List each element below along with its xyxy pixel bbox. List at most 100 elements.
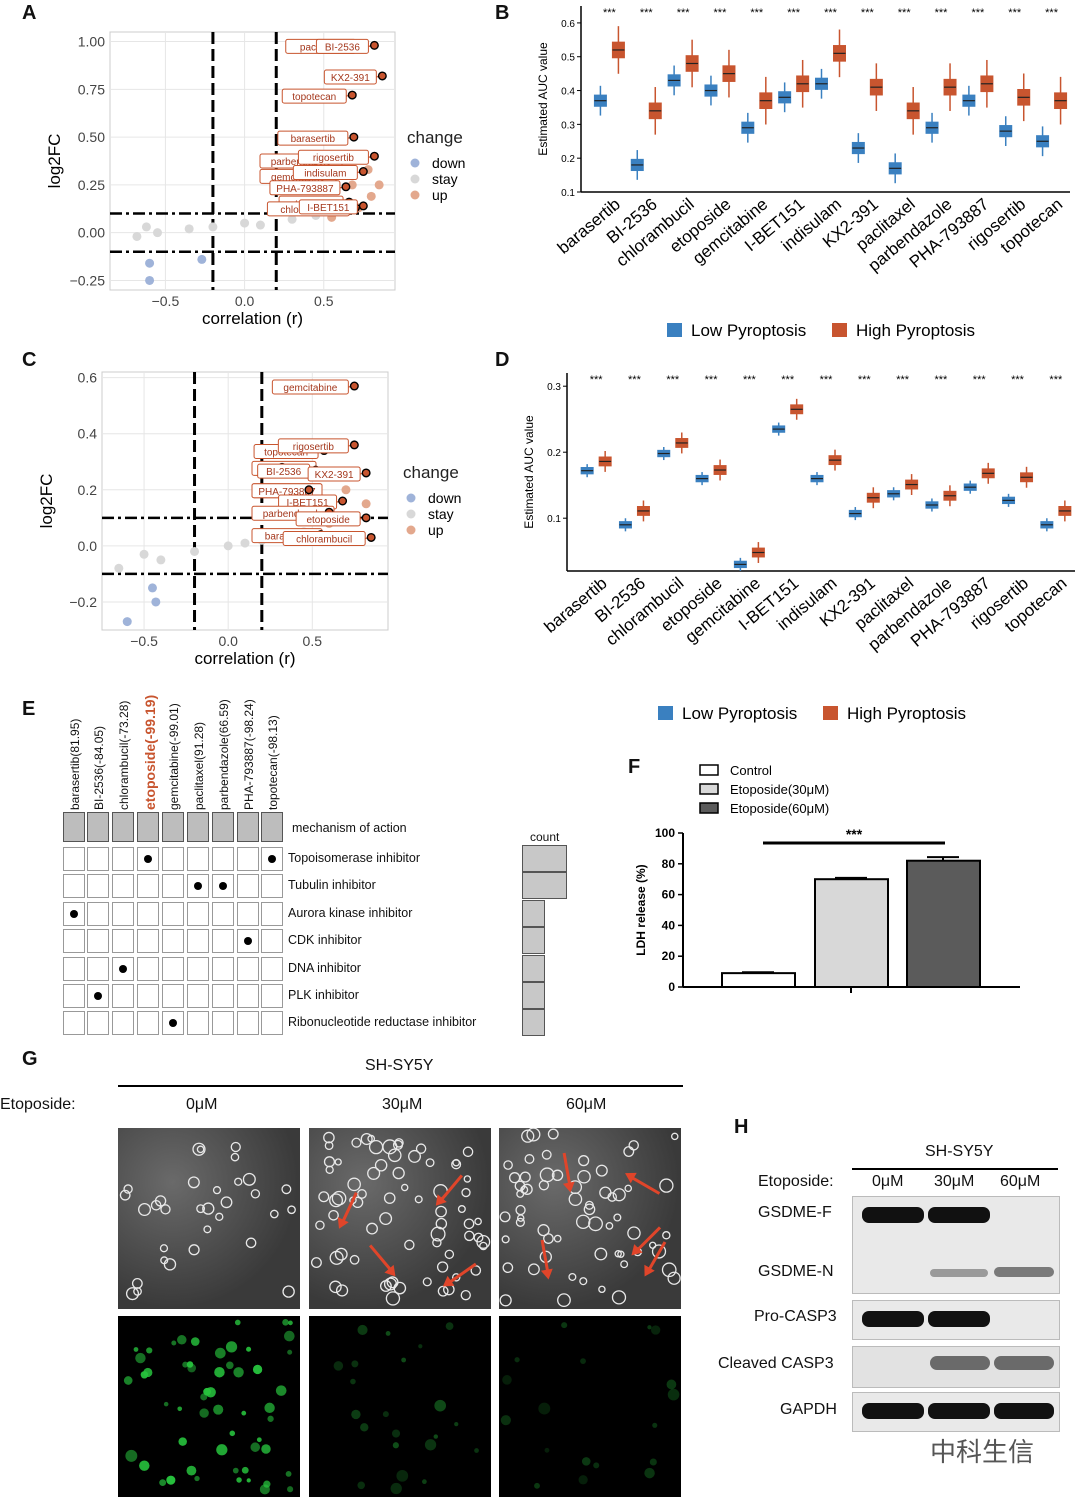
cell: [252, 1364, 263, 1375]
legend-key: [410, 190, 420, 200]
matrix-cell: [137, 956, 159, 981]
legend-label: Control: [730, 763, 772, 778]
cell: [226, 1361, 234, 1370]
significance-mark: ***: [787, 7, 801, 19]
matrix-cell: [87, 1011, 109, 1036]
y-tick-label: −0.25: [70, 272, 106, 288]
panel-label-e: E: [22, 698, 36, 720]
data-point: [240, 538, 250, 548]
cell-overlay: [119, 1128, 681, 1495]
cell: [329, 1193, 344, 1208]
y-tick-label: 0.75: [78, 81, 105, 97]
band: [928, 1311, 990, 1327]
y-tick-label: 0.2: [78, 482, 98, 498]
cell: [382, 1411, 389, 1418]
h-dose-2: 60μM: [1000, 1173, 1041, 1190]
h-dose-1: 30μM: [934, 1173, 975, 1190]
cell: [285, 1470, 292, 1477]
cell: [225, 1341, 238, 1353]
h-dose-0: 0μM: [872, 1173, 904, 1190]
cell: [214, 1347, 226, 1359]
cell: [367, 1166, 381, 1180]
cell: [434, 1399, 447, 1412]
cell: [462, 1146, 474, 1158]
legend-label: up: [432, 187, 448, 203]
matrix-cell: [237, 984, 259, 1008]
cell: [187, 1176, 200, 1189]
legend-label-high: High Pyroptosis: [847, 704, 966, 723]
cell: [261, 1444, 271, 1454]
header-cell: [261, 812, 283, 842]
cell: [287, 1486, 294, 1493]
matrix-cell: [212, 956, 234, 981]
y-tick-label: 0.6: [78, 370, 98, 386]
band: [994, 1403, 1054, 1419]
label-box: [292, 165, 358, 181]
cell: [527, 1263, 540, 1276]
cell: [422, 1277, 432, 1287]
y-tick-label: 0.1: [561, 188, 575, 199]
significance-mark: ***: [898, 7, 912, 19]
cell: [400, 1183, 409, 1192]
band-label-pro-casp3: Pro-CASP3: [754, 1308, 837, 1325]
cell: [503, 1160, 513, 1170]
cell: [396, 1469, 409, 1482]
drug-label: parbendazole: [263, 509, 324, 520]
drug-label: PHA-793887: [276, 184, 334, 195]
cell: [666, 1379, 677, 1390]
significance-mark: ***: [971, 7, 985, 19]
drug-column-label: parbendazole(66.59): [217, 699, 231, 810]
drug-column-label: gemcitabine(-99.01): [167, 703, 181, 810]
membership-dot: [70, 909, 78, 918]
matrix-cell: [137, 929, 159, 954]
significance-mark: ***: [1049, 374, 1063, 386]
data-point: [374, 180, 384, 190]
legend-label: down: [428, 490, 461, 506]
cell: [154, 1195, 167, 1207]
data-point: [132, 231, 142, 241]
y-tick-label: 0.3: [547, 382, 561, 393]
data-point: [240, 218, 250, 228]
band: [930, 1269, 988, 1277]
header-cell: [63, 812, 85, 842]
highlight-point: [341, 182, 351, 192]
cell: [614, 1250, 622, 1258]
matrix-cell: [137, 984, 159, 1008]
cell: [135, 1352, 146, 1364]
cell: [203, 1225, 212, 1234]
cell: [331, 1190, 347, 1206]
legend-key: [699, 802, 719, 814]
drug-label: rigosertib: [313, 153, 355, 164]
cell: [415, 1143, 427, 1154]
drug-column-label: PHA-793887(-98.24): [242, 699, 256, 810]
cell: [538, 1402, 551, 1415]
cell: [203, 1387, 211, 1396]
volcano-chart-a: −0.250.000.250.500.751.00−0.50.00.5pacli…: [45, 31, 465, 328]
bar: [721, 972, 796, 988]
matrix-cell: [237, 847, 259, 871]
cell: [125, 1449, 138, 1462]
cell: [624, 1184, 632, 1193]
cell: [159, 1479, 167, 1487]
band: [928, 1207, 990, 1223]
count-label: count: [530, 830, 560, 844]
cell: [250, 1189, 261, 1199]
highlight-point: [361, 513, 371, 523]
cell: [220, 1196, 233, 1209]
legend-label-low: Low Pyroptosis: [691, 321, 806, 340]
cell: [553, 1234, 562, 1243]
cell: [138, 1203, 152, 1217]
drug-label: PHA-793887: [258, 487, 316, 498]
h-bracket-line: [852, 1168, 1058, 1170]
cell: [133, 1347, 139, 1352]
cell: [241, 1466, 249, 1474]
cell: [212, 1186, 222, 1195]
panel-label-c: C: [22, 349, 37, 371]
cell: [242, 1172, 256, 1186]
y-tick-label: 40: [662, 918, 676, 932]
cell: [408, 1149, 422, 1163]
significance-mark: ***: [1045, 7, 1059, 19]
cell: [652, 1422, 658, 1428]
data-point: [208, 222, 218, 232]
data-point: [153, 228, 162, 238]
